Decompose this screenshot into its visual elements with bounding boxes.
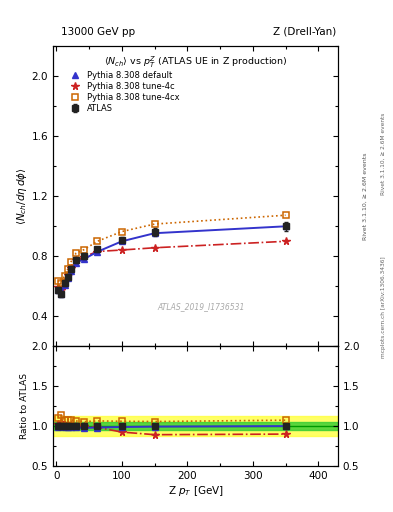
Pythia 8.308 tune-4c	[152, 245, 157, 251]
Pythia 8.308 default	[95, 249, 100, 255]
Text: Z (Drell-Yan): Z (Drell-Yan)	[273, 27, 336, 37]
Pythia 8.308 default	[82, 256, 86, 262]
Pythia 8.308 tune-4cx	[95, 238, 100, 244]
Pythia 8.308 tune-4cx	[59, 280, 64, 286]
Pythia 8.308 tune-4cx	[62, 273, 67, 279]
Pythia 8.308 tune-4cx	[283, 212, 288, 218]
X-axis label: Z $p_T$ [GeV]: Z $p_T$ [GeV]	[167, 483, 224, 498]
Pythia 8.308 tune-4c	[56, 285, 61, 291]
Bar	[53, 422, 338, 430]
Line: Pythia 8.308 default: Pythia 8.308 default	[55, 223, 289, 297]
Pythia 8.308 tune-4c	[119, 247, 124, 253]
Pythia 8.308 tune-4c	[95, 248, 100, 254]
Bar	[53, 416, 338, 436]
Pythia 8.308 default	[152, 230, 157, 236]
Pythia 8.308 default	[62, 282, 67, 288]
Pythia 8.308 tune-4cx	[73, 250, 78, 257]
Pythia 8.308 tune-4c	[59, 287, 64, 293]
Text: $\langle N_{ch}\rangle$ vs $p_T^Z$ (ATLAS UE in Z production): $\langle N_{ch}\rangle$ vs $p_T^Z$ (ATLA…	[104, 55, 287, 70]
Pythia 8.308 tune-4cx	[56, 278, 61, 284]
Text: 13000 GeV pp: 13000 GeV pp	[61, 27, 135, 37]
Y-axis label: Ratio to ATLAS: Ratio to ATLAS	[20, 373, 29, 439]
Pythia 8.308 default	[69, 268, 73, 274]
Pythia 8.308 tune-4cx	[82, 246, 86, 252]
Pythia 8.308 default	[59, 291, 64, 297]
Text: ATLAS_2019_I1736531: ATLAS_2019_I1736531	[158, 303, 245, 311]
Pythia 8.308 tune-4cx	[152, 221, 157, 227]
Pythia 8.308 default	[56, 287, 61, 293]
Y-axis label: $\langle N_{ch}/d\eta\,d\phi\rangle$: $\langle N_{ch}/d\eta\,d\phi\rangle$	[15, 167, 29, 225]
Pythia 8.308 default	[73, 260, 78, 266]
Line: Pythia 8.308 tune-4cx: Pythia 8.308 tune-4cx	[55, 212, 289, 286]
Pythia 8.308 default	[65, 275, 70, 282]
Text: Rivet 3.1.10, ≥ 2.6M events: Rivet 3.1.10, ≥ 2.6M events	[381, 113, 386, 195]
Pythia 8.308 tune-4cx	[65, 266, 70, 272]
Pythia 8.308 tune-4c	[82, 253, 86, 260]
Pythia 8.308 tune-4c	[65, 272, 70, 279]
Pythia 8.308 tune-4c	[69, 265, 73, 271]
Pythia 8.308 default	[283, 223, 288, 229]
Line: Pythia 8.308 tune-4c: Pythia 8.308 tune-4c	[54, 238, 289, 294]
Pythia 8.308 default	[119, 238, 124, 244]
Pythia 8.308 tune-4cx	[119, 228, 124, 234]
Pythia 8.308 tune-4cx	[69, 259, 73, 265]
Y-axis label: Rivet 3.1.10, ≥ 2.6M events: Rivet 3.1.10, ≥ 2.6M events	[363, 152, 368, 240]
Text: mcplots.cern.ch [arXiv:1306.3436]: mcplots.cern.ch [arXiv:1306.3436]	[381, 257, 386, 358]
Pythia 8.308 tune-4c	[62, 279, 67, 285]
Pythia 8.308 tune-4c	[283, 238, 288, 244]
Pythia 8.308 tune-4c	[73, 257, 78, 263]
Legend: Pythia 8.308 default, Pythia 8.308 tune-4c, Pythia 8.308 tune-4cx, ATLAS: Pythia 8.308 default, Pythia 8.308 tune-…	[63, 68, 182, 116]
